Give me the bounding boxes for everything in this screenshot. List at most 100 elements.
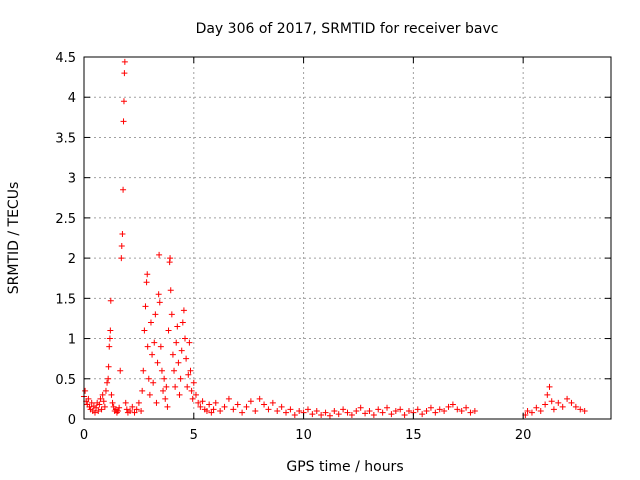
data-point (550, 406, 557, 413)
data-point (187, 367, 194, 374)
data-point (177, 375, 184, 382)
data-point (145, 375, 152, 382)
data-point (353, 407, 360, 414)
data-point (107, 297, 114, 304)
data-point (392, 407, 399, 414)
data-point (118, 255, 125, 262)
grid-lines (84, 57, 611, 419)
data-point (212, 399, 219, 406)
data-point (82, 387, 89, 394)
data-point (405, 407, 412, 414)
y-tick-label: 2 (68, 252, 76, 267)
data-point (546, 383, 553, 390)
data-point (221, 403, 228, 410)
data-point (173, 339, 180, 346)
data-point (163, 383, 170, 390)
data-point (162, 395, 169, 402)
data-point (230, 406, 237, 413)
data-point (119, 230, 126, 237)
data-point (133, 406, 140, 413)
data-point (105, 375, 112, 382)
data-point (121, 58, 128, 65)
chart-title: Day 306 of 2017, SRMTID for receiver bav… (196, 21, 499, 37)
data-point (419, 411, 426, 418)
data-point (100, 398, 107, 405)
data-point (109, 399, 116, 406)
data-points (81, 58, 588, 419)
data-point (129, 403, 136, 410)
data-point (287, 406, 294, 413)
data-point (564, 395, 571, 402)
data-point (160, 387, 167, 394)
data-point (441, 407, 448, 414)
data-point (261, 401, 268, 408)
data-point (180, 307, 187, 314)
data-point (123, 406, 130, 413)
data-point (139, 387, 146, 394)
data-point (167, 255, 174, 262)
data-point (375, 406, 382, 413)
data-point (99, 391, 106, 398)
data-point (291, 411, 298, 418)
data-point (454, 406, 461, 413)
data-point (104, 379, 111, 386)
data-point (186, 339, 193, 346)
x-tick-label: 20 (515, 428, 532, 443)
data-point (432, 409, 439, 416)
data-point (138, 407, 145, 414)
data-point (118, 243, 125, 250)
data-point (192, 391, 199, 398)
data-point (256, 395, 263, 402)
data-point (153, 399, 160, 406)
data-point (544, 391, 551, 398)
data-point (199, 398, 206, 405)
data-point (98, 406, 105, 413)
y-tick-label: 0.5 (55, 373, 76, 388)
data-point (206, 401, 213, 408)
data-point (555, 399, 562, 406)
data-point (445, 403, 452, 410)
data-point (559, 403, 566, 410)
data-point (179, 319, 186, 326)
data-point (85, 395, 92, 402)
data-point (91, 409, 98, 416)
data-point (188, 387, 195, 394)
y-tick-label: 3.5 (55, 131, 76, 146)
data-point (283, 409, 290, 416)
data-point (165, 327, 172, 334)
data-point (184, 383, 191, 390)
data-point (463, 404, 470, 411)
data-point (313, 407, 320, 414)
data-point (265, 406, 272, 413)
data-point (388, 411, 395, 418)
data-point (169, 351, 176, 358)
data-point (210, 406, 217, 413)
data-point (157, 343, 164, 350)
data-point (120, 118, 127, 125)
x-tick-label: 10 (295, 428, 312, 443)
data-point (88, 399, 95, 406)
data-point (120, 98, 127, 105)
data-point (537, 407, 544, 414)
data-point (175, 359, 182, 366)
data-point (189, 395, 196, 402)
data-point (217, 407, 224, 414)
data-point (577, 406, 584, 413)
data-point (203, 407, 210, 414)
data-point (197, 403, 204, 410)
data-point (269, 399, 276, 406)
data-point (95, 407, 102, 414)
data-point (158, 367, 165, 374)
data-point (155, 291, 162, 298)
data-point (458, 407, 465, 414)
data-point (348, 411, 355, 418)
data-point (379, 409, 386, 416)
data-point (397, 406, 404, 413)
y-tick-label: 1 (68, 333, 76, 348)
data-point (127, 407, 134, 414)
data-point (164, 403, 171, 410)
data-point (357, 404, 364, 411)
data-point (102, 387, 109, 394)
data-point (117, 367, 124, 374)
data-point (116, 404, 123, 411)
